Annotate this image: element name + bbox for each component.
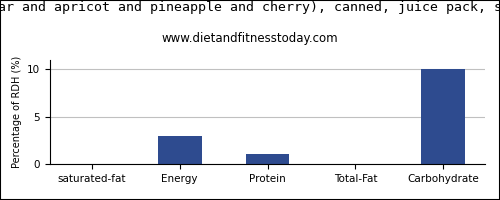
Bar: [246, 154, 290, 164]
Bar: [158, 136, 202, 164]
Text: www.dietandfitnesstoday.com: www.dietandfitnesstoday.com: [162, 32, 338, 45]
Bar: [422, 69, 465, 164]
Text: d pear and apricot and pineapple and cherry), canned, juice pack, solid: d pear and apricot and pineapple and che…: [0, 1, 500, 14]
Y-axis label: Percentage of RDH (%): Percentage of RDH (%): [12, 56, 22, 168]
